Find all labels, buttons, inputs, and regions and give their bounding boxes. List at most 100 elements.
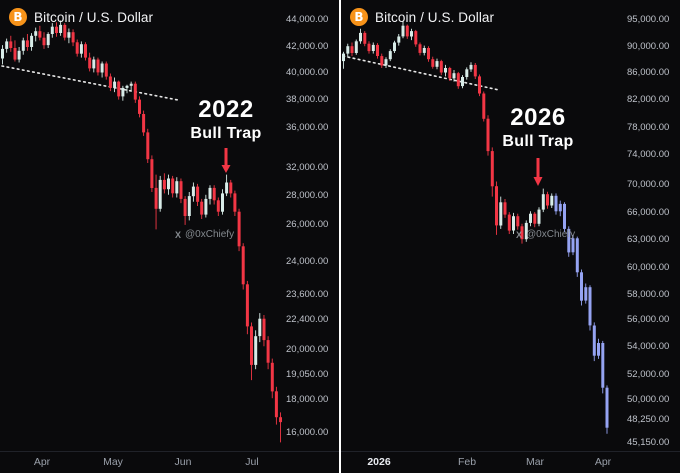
- candle: [350, 42, 354, 57]
- candle: [117, 80, 121, 100]
- candle: [495, 181, 498, 235]
- y-axis-label: 32,000.00: [286, 162, 329, 173]
- candle: [380, 53, 384, 68]
- candle: [92, 56, 96, 73]
- candle: [533, 212, 537, 228]
- candle: [473, 63, 477, 79]
- candle: [359, 28, 362, 44]
- candle: [216, 197, 220, 216]
- candle: [384, 57, 388, 68]
- y-axis-label: 40,000.00: [286, 67, 329, 78]
- candle: [397, 34, 401, 46]
- candle: [541, 188, 545, 213]
- y-axis-label: 18,000.00: [286, 394, 329, 405]
- y-axis-label: 42,000.00: [286, 41, 329, 52]
- x-logo-icon: X: [175, 229, 182, 240]
- candle: [452, 70, 456, 82]
- candle: [204, 194, 208, 218]
- candlestick-chart-2022[interactable]: [0, 0, 282, 452]
- candle: [279, 412, 282, 443]
- chart-panel-2022: B Bitcoin / U.S. Dollar 2022 Bull Trap X…: [0, 0, 339, 473]
- candle: [478, 74, 481, 97]
- y-axis-label: 24,000.00: [286, 256, 329, 267]
- y-axis-label: 48,250.00: [627, 414, 670, 425]
- candle: [254, 330, 258, 370]
- y-axis-label: 82,000.00: [627, 94, 670, 105]
- bull-trap-arrow-icon: [221, 148, 231, 173]
- candle: [274, 386, 278, 425]
- candle: [342, 51, 345, 69]
- y-axis-label: 86,000.00: [627, 67, 670, 78]
- candle: [512, 212, 515, 234]
- chart-panel-2026: B Bitcoin / U.S. Dollar 2026 Bull Trap X…: [341, 0, 680, 473]
- candle: [241, 243, 245, 290]
- candle: [563, 202, 566, 233]
- candle: [584, 283, 588, 304]
- candle: [435, 58, 439, 70]
- y-axis-label: 44,000.00: [286, 14, 329, 25]
- candle: [592, 322, 596, 362]
- time-axis[interactable]: 2026 Feb Mar Apr: [341, 451, 680, 473]
- candle: [266, 336, 270, 370]
- candle: [171, 175, 175, 198]
- candle: [418, 42, 422, 56]
- annotation-year: 2026: [510, 104, 566, 131]
- y-axis-label: 58,000.00: [627, 289, 670, 300]
- candle: [67, 28, 71, 44]
- candle: [524, 220, 528, 242]
- x-axis-label: 2026: [367, 456, 391, 468]
- x-axis-label: May: [103, 456, 123, 468]
- annotation-label: Bull Trap: [190, 125, 262, 142]
- candle: [154, 174, 158, 230]
- candle: [456, 71, 460, 89]
- candle: [439, 59, 443, 76]
- candle: [221, 189, 224, 215]
- symbol-title-row: B Bitcoin / U.S. Dollar: [9, 8, 153, 26]
- candle: [42, 32, 46, 49]
- candle: [422, 45, 426, 56]
- candle: [150, 155, 154, 192]
- price-axis[interactable]: 44,000.00 42,000.00 40,000.00 38,000.00 36,0…: [284, 0, 339, 452]
- candle: [162, 173, 166, 194]
- candle: [580, 269, 583, 306]
- candle: [104, 61, 108, 80]
- candle: [50, 23, 54, 38]
- y-axis-label: 56,000.00: [627, 314, 670, 325]
- y-axis-label: 19,050.00: [286, 369, 329, 380]
- price-axis[interactable]: 95,000.00 90,000.00 86,000.00 82,000.00 78,0…: [625, 0, 680, 452]
- candle: [486, 115, 490, 156]
- y-axis-label: 20,000.00: [286, 344, 329, 355]
- candle: [138, 96, 141, 118]
- candle: [183, 196, 187, 225]
- candle: [225, 174, 229, 197]
- candle: [38, 25, 42, 41]
- candle: [108, 73, 112, 92]
- candle: [175, 177, 179, 198]
- annotation-year: 2022: [198, 96, 254, 123]
- candle: [482, 91, 486, 122]
- candle: [371, 42, 375, 54]
- candle: [546, 191, 549, 209]
- candle: [376, 43, 379, 59]
- candle: [529, 211, 532, 227]
- candle: [554, 193, 558, 215]
- time-axis[interactable]: Apr May Jun Jul: [0, 451, 339, 473]
- candle: [146, 128, 150, 163]
- y-axis-label: 70,000.00: [627, 179, 670, 190]
- candle: [588, 285, 592, 331]
- candle: [46, 32, 50, 48]
- candlestick-chart-2026[interactable]: [341, 0, 623, 452]
- y-axis-label: 66,000.00: [627, 207, 670, 218]
- candle: [414, 29, 418, 47]
- candle: [605, 385, 609, 434]
- candle: [401, 21, 405, 39]
- candle: [427, 46, 430, 62]
- candle: [142, 110, 146, 136]
- candle: [13, 40, 17, 62]
- candle: [30, 33, 34, 51]
- y-axis-label: 78,000.00: [627, 122, 670, 133]
- candle: [499, 196, 503, 229]
- watermark-handle: @0xChiefy: [185, 229, 235, 240]
- candle: [5, 38, 9, 53]
- x-axis-label: Jun: [174, 456, 192, 468]
